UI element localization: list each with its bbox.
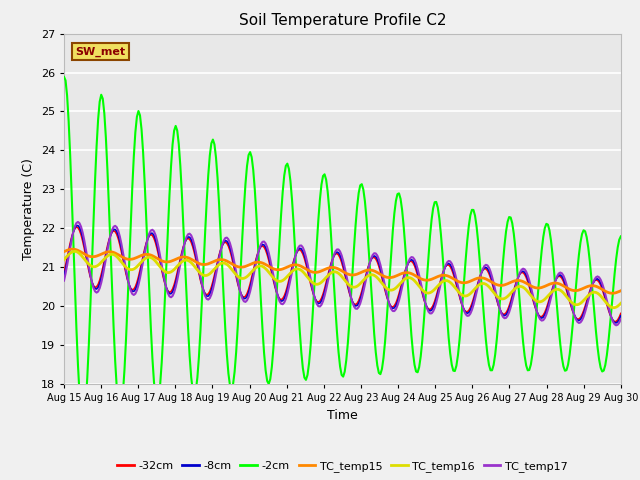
Text: SW_met: SW_met — [75, 47, 125, 57]
Y-axis label: Temperature (C): Temperature (C) — [22, 158, 35, 260]
Legend: -32cm, -8cm, -2cm, TC_temp15, TC_temp16, TC_temp17: -32cm, -8cm, -2cm, TC_temp15, TC_temp16,… — [113, 457, 572, 477]
X-axis label: Time: Time — [327, 408, 358, 421]
Title: Soil Temperature Profile C2: Soil Temperature Profile C2 — [239, 13, 446, 28]
